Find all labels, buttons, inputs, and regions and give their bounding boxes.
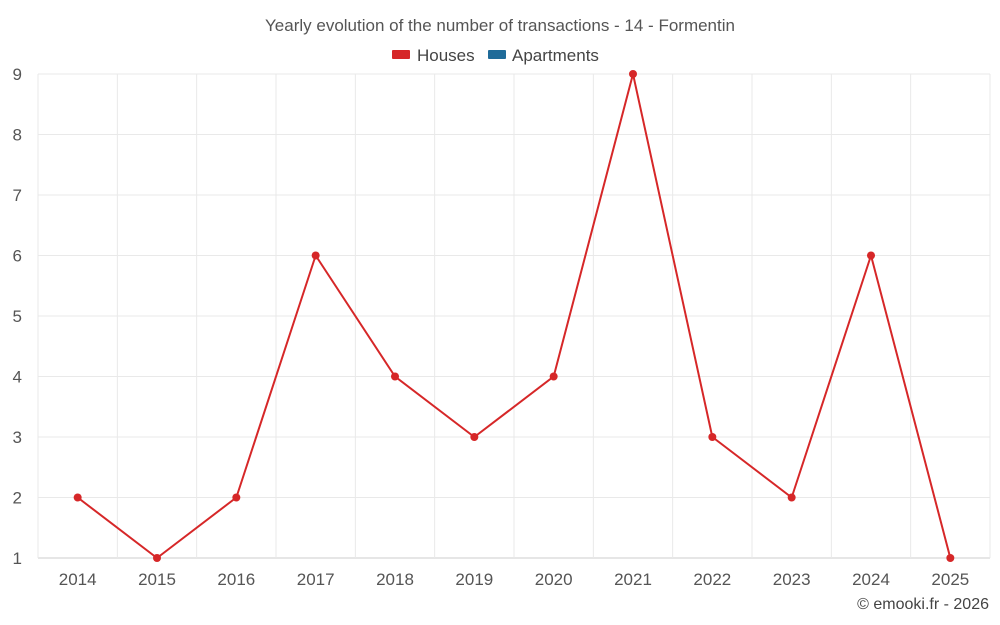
x-tick-label-2018: 2018 [376, 570, 414, 589]
y-tick-label-8: 8 [13, 126, 22, 145]
y-tick-label-6: 6 [13, 247, 22, 266]
x-tick-label-2019: 2019 [455, 570, 493, 589]
x-tick-label-2017: 2017 [297, 570, 335, 589]
x-tick-label-2014: 2014 [59, 570, 97, 589]
legend-item-houses[interactable]: Houses [392, 46, 475, 65]
houses-point-2022[interactable] [708, 433, 717, 441]
x-tick-label-2021: 2021 [614, 570, 652, 589]
x-tick-label-2020: 2020 [535, 570, 573, 589]
houses-point-2016[interactable] [232, 493, 241, 502]
houses-point-2020[interactable] [549, 372, 558, 381]
legend-houses-label: Houses [417, 46, 475, 65]
legend-apartments-swatch [488, 50, 506, 59]
houses-point-2018[interactable] [391, 372, 399, 381]
y-tick-label-1: 1 [13, 549, 22, 568]
houses-point-2019[interactable] [470, 433, 479, 441]
y-tick-label-2: 2 [13, 489, 22, 508]
y-tick-label-5: 5 [13, 307, 22, 326]
y-tick-label-4: 4 [13, 368, 22, 387]
houses-point-2021[interactable] [629, 70, 637, 78]
legend: Houses Apartments [392, 46, 599, 65]
houses-point-2015[interactable] [153, 554, 161, 562]
x-tick-label-2022: 2022 [693, 570, 731, 589]
y-tick-label-9: 9 [13, 65, 22, 84]
houses-line [77, 73, 952, 559]
x-tick-label-2025: 2025 [931, 570, 969, 589]
houses-point-2024[interactable] [867, 251, 875, 260]
x-tick-label-2023: 2023 [773, 570, 811, 589]
y-tick-label-3: 3 [13, 428, 22, 447]
legend-item-apartments[interactable]: Apartments [488, 46, 599, 65]
chart-title: Yearly evolution of the number of transa… [265, 16, 735, 35]
x-tick-label-2016: 2016 [217, 570, 255, 589]
credit-text: © emooki.fr - 2026 [857, 596, 989, 613]
houses-point-2017[interactable] [311, 251, 320, 260]
y-axis-ticks: 1 2 3 4 5 6 7 8 9 [13, 65, 22, 568]
houses-point-2014[interactable] [73, 493, 82, 502]
x-tick-label-2024: 2024 [852, 570, 890, 589]
series-houses [73, 70, 955, 562]
legend-houses-swatch [392, 50, 410, 59]
legend-apartments-label: Apartments [512, 46, 599, 65]
houses-point-2023[interactable] [787, 493, 796, 502]
x-axis-ticks: 2014 2015 2016 2017 2018 2019 2020 2021 2022 2023… [59, 570, 969, 589]
x-tick-label-2015: 2015 [138, 570, 176, 589]
y-tick-label-7: 7 [13, 186, 22, 205]
houses-point-2025[interactable] [946, 554, 955, 562]
